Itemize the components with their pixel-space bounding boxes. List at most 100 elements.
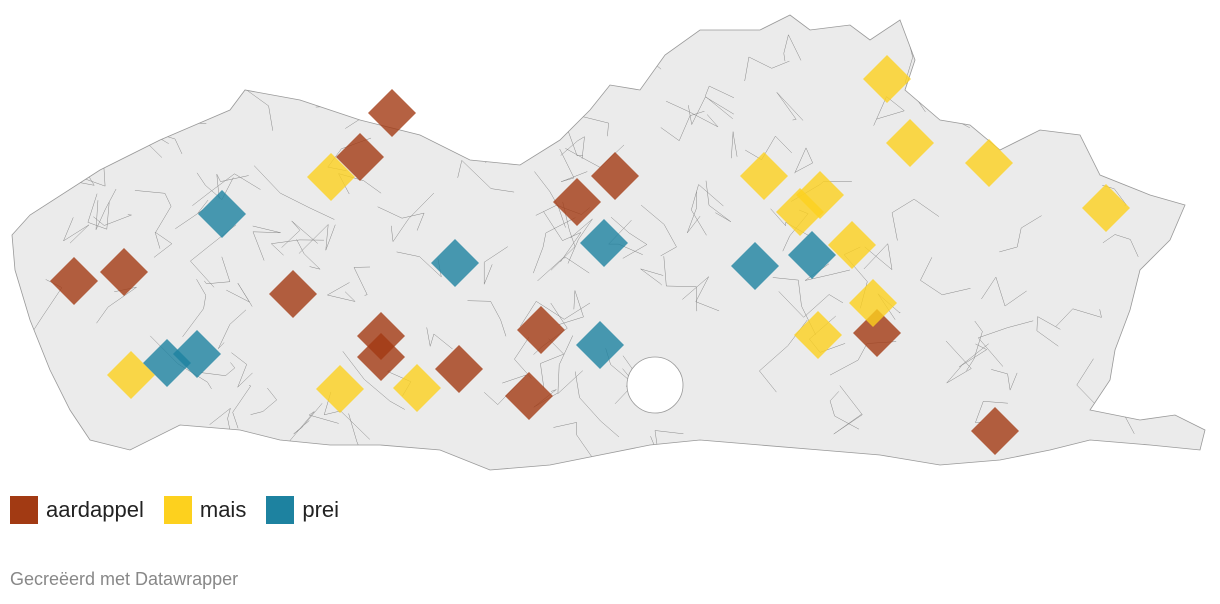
municipality-border <box>483 246 508 285</box>
municipality-border <box>537 58 594 81</box>
municipality-border <box>534 171 566 228</box>
marker-aardappel[interactable] <box>853 309 901 357</box>
municipality-border <box>663 256 698 312</box>
municipality-border <box>326 282 356 302</box>
municipality-border <box>999 215 1042 253</box>
municipality-border <box>508 64 539 102</box>
municipality-border <box>665 100 719 128</box>
marker-aardappel[interactable] <box>591 152 639 200</box>
marker-aardappel[interactable] <box>269 270 317 318</box>
municipality-border <box>63 88 132 115</box>
marker-prei[interactable] <box>173 330 221 378</box>
marker-prei[interactable] <box>731 242 779 290</box>
municipality-border <box>977 320 1034 367</box>
municipality-border <box>540 338 565 389</box>
marker-mais[interactable] <box>828 221 876 269</box>
municipality-border <box>945 340 972 384</box>
legend: aardappel mais prei <box>10 496 339 524</box>
municipality-border <box>200 362 236 376</box>
municipality-border <box>833 385 863 435</box>
municipality-border <box>74 79 105 145</box>
municipality-border <box>293 403 323 435</box>
marker-aardappel[interactable] <box>971 407 1019 455</box>
municipality-border <box>1092 49 1129 80</box>
municipality-border <box>520 300 591 327</box>
legend-label: mais <box>199 497 247 522</box>
municipality-border <box>660 110 705 142</box>
municipality-border <box>232 384 252 429</box>
municipality-border <box>323 391 370 440</box>
credit: Gecreëerd met Datawrapper <box>10 569 239 589</box>
marker-aardappel[interactable] <box>50 257 98 305</box>
municipality-border <box>218 309 247 349</box>
municipality-border <box>1055 308 1102 327</box>
municipality-border <box>959 343 989 368</box>
municipality-border <box>105 34 130 102</box>
municipality-border <box>466 132 492 163</box>
municipality-border <box>67 118 90 173</box>
marker-aardappel[interactable] <box>505 372 553 420</box>
marker-prei[interactable] <box>580 219 628 267</box>
municipality-border <box>924 71 992 114</box>
municipality-border <box>891 198 940 241</box>
municipality-border <box>688 96 734 126</box>
marker-aardappel[interactable] <box>357 333 405 381</box>
municipality-border <box>253 165 335 220</box>
municipality-border <box>543 211 582 262</box>
municipality-border <box>216 174 249 199</box>
municipality-border <box>342 351 405 410</box>
municipality-border <box>928 48 987 67</box>
marker-prei[interactable] <box>576 321 624 369</box>
marker-aardappel[interactable] <box>368 89 416 137</box>
municipality-border <box>981 276 1027 307</box>
legend-swatch <box>163 496 192 524</box>
municipality-border <box>553 422 594 460</box>
municipality-border <box>226 282 253 307</box>
municipality-border <box>182 79 207 124</box>
marker-mais[interactable] <box>886 119 934 167</box>
marker-mais[interactable] <box>776 188 824 236</box>
marker-mais[interactable] <box>740 152 788 200</box>
municipality-border <box>783 34 802 62</box>
municipality-border <box>991 369 1018 392</box>
municipality-border <box>87 193 110 230</box>
marker-aardappel[interactable] <box>553 178 601 226</box>
marker-prei[interactable] <box>788 231 836 279</box>
marker-mais[interactable] <box>316 365 364 413</box>
municipality-border <box>1032 52 1085 79</box>
municipality-border <box>610 216 648 259</box>
municipality-border <box>745 135 792 161</box>
marker-mais[interactable] <box>849 279 897 327</box>
municipality-border <box>691 184 724 236</box>
marker-prei[interactable] <box>431 239 479 287</box>
legend-swatch <box>266 496 295 524</box>
municipality-border <box>62 217 90 244</box>
legend-label: prei <box>302 497 340 522</box>
marker-mais[interactable] <box>307 153 355 201</box>
municipality-border <box>541 92 559 120</box>
municipality-border <box>829 391 860 430</box>
municipality-border <box>873 96 905 126</box>
municipality-border <box>1080 38 1114 62</box>
municipality-border <box>77 68 114 94</box>
marker-aardappel[interactable] <box>100 248 148 296</box>
marker-mais[interactable] <box>1082 184 1130 232</box>
marker-prei[interactable] <box>198 190 246 238</box>
municipality-border <box>204 256 231 285</box>
marker-aardappel[interactable] <box>517 306 565 354</box>
municipality-border <box>153 231 173 258</box>
municipality-border <box>175 199 209 230</box>
marker-mais[interactable] <box>794 311 842 359</box>
municipality-border <box>1102 234 1139 257</box>
municipality-border <box>705 180 732 223</box>
marker-mais[interactable] <box>863 55 911 103</box>
municipality-border <box>289 411 339 442</box>
marker-aardappel[interactable] <box>435 345 483 393</box>
marker-aardappel[interactable] <box>336 133 384 181</box>
municipality-border <box>794 147 814 174</box>
marker-mais[interactable] <box>965 139 1013 187</box>
municipality-border <box>134 190 172 233</box>
municipality-border <box>491 71 508 109</box>
marker-mais[interactable] <box>393 364 441 412</box>
municipality-border <box>533 217 576 274</box>
